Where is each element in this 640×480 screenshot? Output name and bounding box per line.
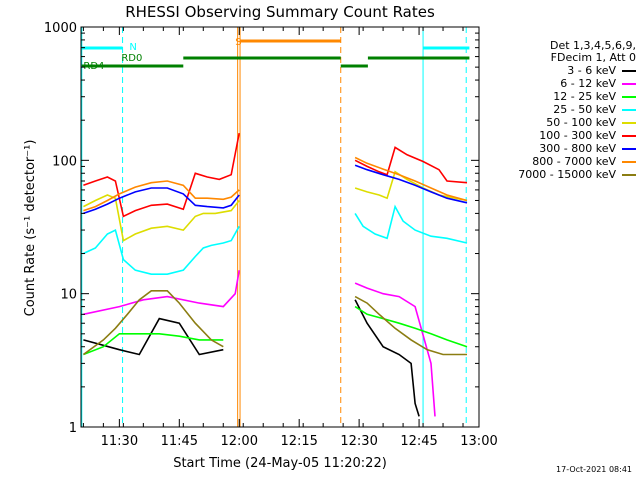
series-line: [354, 299, 420, 417]
y-tick-label: 100: [52, 154, 77, 169]
annotation-label: N: [129, 42, 136, 53]
legend-header-line: Det 1,3,4,5,6,9,: [549, 39, 636, 52]
x-tick-label: 12:45: [400, 434, 437, 449]
legend-swatch: [622, 173, 636, 176]
x-tick-label: 13:00: [460, 434, 497, 449]
series-line: [83, 194, 240, 242]
legend-swatch: [622, 121, 636, 124]
y-axis-label: Count Rate (s⁻¹ detector⁻¹): [23, 140, 38, 317]
series-line: [82, 289, 224, 356]
x-tick-label: 12:30: [340, 434, 377, 449]
x-tick-label: 12:00: [221, 434, 258, 449]
series-line: [83, 270, 240, 316]
x-tick-label: 11:30: [101, 434, 138, 449]
x-tick-label: 11:45: [161, 434, 198, 449]
legend-entry: 7000 - 15000 keV: [478, 168, 636, 181]
legend: Det 1,3,4,5,6,9, FDecim 1, Att 0 3 - 6 k…: [478, 40, 636, 181]
annotation-label: RD0: [121, 53, 142, 64]
series-line: [83, 180, 240, 212]
legend-entry: 12 - 25 keV: [478, 90, 636, 103]
y-tick-label: 1000: [44, 21, 77, 36]
legend-entry: 50 - 100 keV: [478, 116, 636, 129]
annotation-label: RD4: [83, 61, 104, 72]
series-line: [354, 282, 436, 417]
series-line: [83, 225, 240, 276]
legend-swatch: [622, 82, 636, 85]
legend-entry: 25 - 50 keV: [478, 103, 636, 116]
legend-label: 12 - 25 keV: [553, 90, 616, 103]
legend-label: 3 - 6 keV: [567, 64, 616, 77]
legend-label: 50 - 100 keV: [546, 116, 616, 129]
x-axis-label: Start Time (24-May-05 11:20:22): [173, 456, 387, 471]
x-tick-label: 12:15: [280, 434, 317, 449]
legend-swatch: [622, 134, 636, 137]
series-line: [83, 332, 224, 356]
annotation-label: S: [235, 37, 241, 48]
legend-swatch: [622, 147, 636, 150]
legend-swatch: [622, 69, 636, 72]
legend-label: 800 - 7000 keV: [532, 155, 616, 168]
legend-label: 300 - 800 keV: [539, 142, 616, 155]
legend-entry: 300 - 800 keV: [478, 142, 636, 155]
generation-timestamp: 17-Oct-2021 08:41: [556, 465, 632, 474]
series-line: [354, 156, 468, 202]
chart-title: RHESSI Observing Summary Count Rates: [125, 3, 435, 21]
legend-swatch: [622, 108, 636, 111]
series-line: [354, 305, 468, 348]
legend-entry: 6 - 12 keV: [478, 77, 636, 90]
legend-swatch: [622, 95, 636, 98]
series-line: [354, 295, 467, 356]
legend-entry: 100 - 300 keV: [478, 129, 636, 142]
y-tick-label: 1: [69, 421, 77, 436]
legend-entry: 3 - 6 keV: [478, 64, 636, 77]
y-tick-label: 10: [60, 288, 77, 303]
legend-swatch: [622, 160, 636, 163]
legend-label: 6 - 12 keV: [560, 77, 616, 90]
legend-label: 100 - 300 keV: [539, 129, 616, 142]
legend-label: 25 - 50 keV: [553, 103, 616, 116]
legend-header-line: FDecim 1, Att 0: [550, 51, 636, 64]
series-line: [354, 164, 468, 204]
series-line: [83, 132, 240, 218]
series-line: [83, 187, 240, 215]
plot-frame: [80, 26, 480, 428]
legend-entry: 800 - 7000 keV: [478, 155, 636, 168]
legend-label: 7000 - 15000 keV: [518, 168, 616, 181]
series-line: [354, 204, 468, 244]
series-line: [354, 146, 468, 184]
series-line: [83, 317, 224, 356]
